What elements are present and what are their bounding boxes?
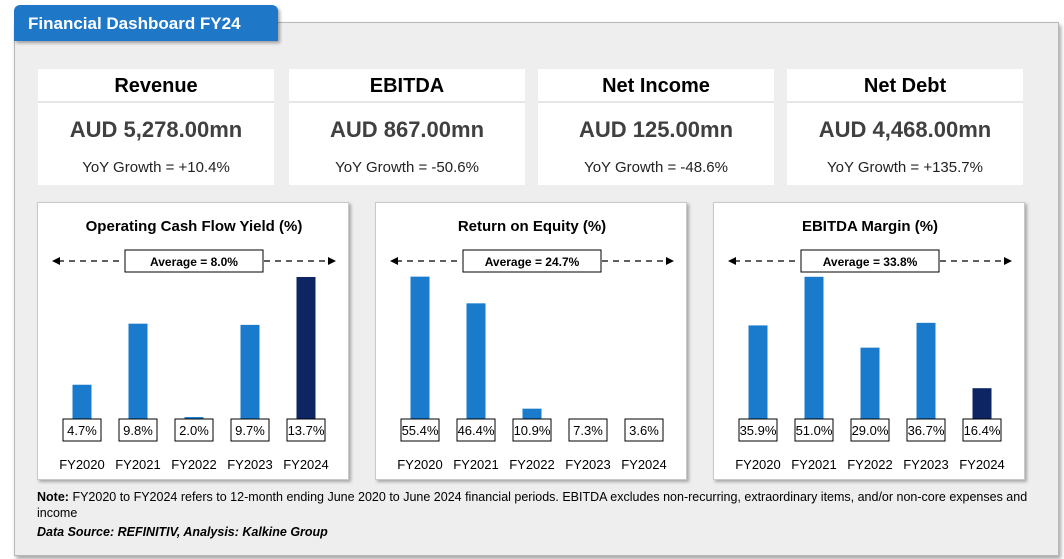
data-label: 9.7%	[235, 423, 265, 438]
data-label-box	[850, 418, 890, 442]
x-tick-label: FY2022	[171, 457, 217, 472]
kpi-card-ebitda: EBITDA AUD 867.00mn YoY Growth = -50.6%	[289, 69, 525, 185]
bar	[804, 276, 824, 441]
data-label: 2.0%	[179, 423, 209, 438]
x-tick-label: FY2022	[847, 457, 893, 472]
x-tick-label: FY2024	[959, 457, 1005, 472]
data-label: 51.0%	[796, 423, 833, 438]
data-source: Data Source: REFINITIV, Analysis: Kalkin…	[37, 525, 328, 539]
x-tick-label: FY2020	[397, 457, 443, 472]
data-label: 9.8%	[123, 423, 153, 438]
data-label-box	[400, 418, 440, 442]
x-tick-label: FY2023	[565, 457, 611, 472]
data-label: 36.7%	[908, 423, 945, 438]
x-tick-label: FY2020	[59, 457, 105, 472]
data-label: 35.9%	[740, 423, 777, 438]
data-label-box	[456, 418, 496, 442]
bar	[128, 323, 148, 441]
kpi-growth: YoY Growth = +10.4%	[82, 159, 230, 176]
average-box	[462, 249, 602, 273]
arrow-right-icon	[1004, 257, 1012, 265]
data-label: 3.6%	[629, 423, 659, 438]
bar	[748, 325, 768, 441]
data-label-box	[568, 418, 608, 442]
data-label-box	[230, 418, 270, 442]
note-label: Note:	[37, 490, 69, 504]
x-tick-label: FY2021	[453, 457, 499, 472]
average-label: Average = 33.8%	[823, 255, 918, 269]
chart-title: EBITDA Margin (%)	[802, 218, 938, 235]
data-label: 16.4%	[964, 423, 1001, 438]
ebitda-margin-chart: EBITDA Margin (%) Average = 33.8% 35.9% FY2…	[728, 218, 1012, 472]
data-label: 46.4%	[458, 423, 495, 438]
x-tick-label: FY2024	[621, 457, 667, 472]
kpi-label: Net Income	[538, 69, 774, 103]
kpi-card-net-debt: Net Debt AUD 4,468.00mn YoY Growth = +13…	[787, 69, 1023, 185]
average-box	[800, 249, 940, 273]
arrow-left-icon	[728, 257, 736, 265]
kpi-growth: YoY Growth = -50.6%	[335, 159, 479, 176]
kpi-value: AUD 5,278.00mn	[69, 117, 243, 142]
data-label-box	[174, 418, 214, 442]
data-label: 4.7%	[67, 423, 97, 438]
data-label-box	[794, 418, 834, 442]
bar	[296, 276, 316, 441]
kpi-card-revenue: Revenue AUD 5,278.00mn YoY Growth = +10.…	[38, 69, 274, 185]
data-label: 55.4%	[402, 423, 439, 438]
kpi-label: Revenue	[38, 69, 274, 103]
data-label-box	[738, 418, 778, 442]
chart-card-roe: Return on Equity (%) Average = 24.7% 55.4%…	[375, 202, 687, 480]
data-label: 10.9%	[514, 423, 551, 438]
kpi-growth: YoY Growth = +135.7%	[827, 159, 983, 176]
chart-card-ocf-yield: Operating Cash Flow Yield (%) Average = 8…	[37, 202, 349, 480]
dashboard-title: Financial Dashboard FY24	[14, 5, 278, 41]
bar	[410, 276, 430, 441]
arrow-right-icon	[328, 257, 336, 265]
x-tick-label: FY2023	[227, 457, 273, 472]
x-tick-label: FY2024	[283, 457, 329, 472]
bar	[466, 303, 486, 441]
data-label: 7.3%	[573, 423, 603, 438]
arrow-right-icon	[666, 257, 674, 265]
kpi-card-net-income: Net Income AUD 125.00mn YoY Growth = -48…	[538, 69, 774, 185]
kpi-value: AUD 867.00mn	[329, 117, 485, 142]
chart-title: Operating Cash Flow Yield (%)	[86, 218, 303, 235]
average-box	[124, 249, 264, 273]
data-label: 29.0%	[852, 423, 889, 438]
kpi-value: AUD 4,468.00mn	[818, 117, 992, 142]
x-tick-label: FY2022	[509, 457, 555, 472]
data-label-box	[512, 418, 552, 442]
data-label-box	[62, 418, 102, 442]
data-label: 13.7%	[288, 423, 325, 438]
kpi-value: AUD 125.00mn	[578, 117, 734, 142]
footnote: Note: FY2020 to FY2024 refers to 12-mont…	[37, 489, 1049, 521]
arrow-left-icon	[390, 257, 398, 265]
data-label-box	[624, 418, 664, 442]
data-label-box	[962, 418, 1002, 442]
x-tick-label: FY2020	[735, 457, 781, 472]
kpi-label: EBITDA	[289, 69, 525, 103]
kpi-label: Net Debt	[787, 69, 1023, 103]
kpi-growth: YoY Growth = -48.6%	[584, 159, 728, 176]
average-label: Average = 24.7%	[485, 255, 580, 269]
data-label-box	[118, 418, 158, 442]
bar	[860, 347, 880, 441]
x-tick-label: FY2023	[903, 457, 949, 472]
chart-card-ebitda-margin: EBITDA Margin (%) Average = 33.8% 35.9% FY2…	[713, 202, 1025, 480]
average-label: Average = 8.0%	[150, 255, 238, 269]
x-tick-label: FY2021	[791, 457, 837, 472]
bar	[240, 324, 260, 441]
note-text: FY2020 to FY2024 refers to 12-month endi…	[37, 490, 1028, 520]
roe-chart: Return on Equity (%) Average = 24.7% 55.4%…	[390, 218, 674, 472]
chart-title: Return on Equity (%)	[458, 218, 606, 235]
bar	[916, 322, 936, 441]
data-label-box	[286, 418, 326, 442]
arrow-left-icon	[52, 257, 60, 265]
data-label-box	[906, 418, 946, 442]
x-tick-label: FY2021	[115, 457, 161, 472]
ocf-yield-chart: Operating Cash Flow Yield (%) Average = 8…	[52, 218, 336, 472]
